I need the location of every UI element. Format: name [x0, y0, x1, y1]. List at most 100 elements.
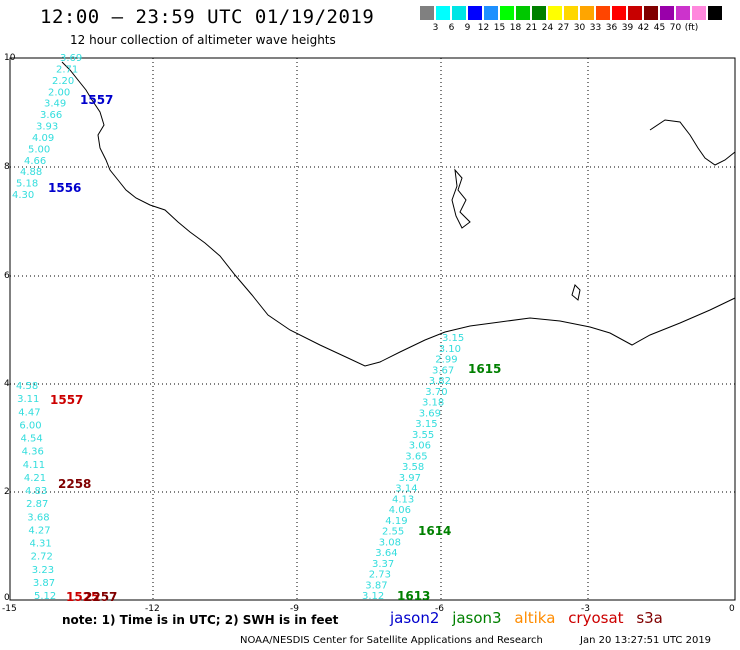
- wave-height-value: 2.55: [382, 527, 404, 538]
- svg-text:10: 10: [4, 53, 16, 63]
- pass-id-cryosat-d: 2257: [84, 590, 117, 604]
- wave-height-value: 3.15: [442, 333, 464, 344]
- northeast-coastline: [649, 119, 736, 166]
- scale-label: 24: [541, 23, 554, 33]
- scale-swatch: [436, 6, 451, 20]
- satellite-legend: jason2 jason3 altika cryosat s3a: [390, 609, 671, 627]
- svg-text:-3: -3: [581, 604, 590, 614]
- legend-s3a: s3a: [636, 609, 663, 627]
- wave-height-value: 4.09: [32, 133, 54, 144]
- generated-timestamp: Jan 20 13:27:51 UTC 2019: [580, 635, 712, 646]
- svg-text:0: 0: [4, 593, 10, 603]
- wave-height-value: 4.47: [18, 407, 40, 418]
- scale-swatch: [548, 6, 563, 20]
- wave-height-value: 4.58: [16, 381, 38, 392]
- wave-height-value: 3.14: [395, 484, 417, 495]
- scale-swatch: [580, 6, 595, 20]
- pass-id-cryosat-a: 1557: [50, 393, 83, 407]
- wave-height-value: 4.31: [30, 539, 52, 550]
- wave-height-value: 3.15: [415, 419, 437, 430]
- scale-label: 6: [448, 23, 455, 33]
- wave-height-value: 4.36: [22, 447, 44, 458]
- wave-height-value: 3.70: [425, 387, 447, 398]
- scale-swatch: [452, 6, 467, 20]
- jason2-track-values: 3.692.712.202.003.493.663.934.095.004.66…: [12, 53, 82, 201]
- wave-height-value: 4.54: [21, 434, 43, 445]
- scale-swatch: [468, 6, 483, 20]
- island-coastline: [451, 168, 471, 229]
- wave-height-value: 2.72: [31, 552, 53, 563]
- scale-label: 27: [557, 23, 570, 33]
- wave-height-value: 3.64: [375, 548, 397, 559]
- scale-label: 15: [493, 23, 506, 33]
- wave-height-value: 4.06: [389, 505, 411, 516]
- svg-text:-9: -9: [290, 604, 299, 614]
- scale-swatch: [596, 6, 611, 20]
- svg-text:8: 8: [4, 162, 10, 172]
- wave-height-value: 3.58: [402, 462, 424, 473]
- pass-id-jason3-c: 1613: [397, 589, 430, 603]
- wave-height-value: 3.93: [36, 122, 58, 133]
- wave-height-value: 4.66: [24, 156, 46, 167]
- legend-jason3: jason3: [452, 609, 502, 627]
- wave-height-value: 3.97: [399, 473, 421, 484]
- wave-height-value: 4.19: [385, 516, 407, 527]
- svg-text:6: 6: [4, 271, 10, 281]
- wave-height-value: 3.37: [372, 559, 394, 570]
- wave-height-value: 5.12: [34, 591, 56, 602]
- wave-height-value: 3.12: [362, 591, 384, 602]
- wave-height-value: 2.73: [369, 570, 391, 581]
- scale-label: 30: [573, 23, 586, 33]
- scale-swatch: [484, 6, 499, 20]
- footnote: note: 1) Time is in UTC; 2) SWH is in fe…: [62, 613, 339, 627]
- legend-cryosat: cryosat: [568, 609, 624, 627]
- page-subtitle: 12 hour collection of altimeter wave hei…: [70, 33, 336, 47]
- scale-label: 45: [653, 23, 666, 33]
- wave-height-value: 3.67: [432, 365, 454, 376]
- scale-swatch: [708, 6, 723, 20]
- scale-label: 42: [637, 23, 650, 33]
- scale-label: 18: [509, 23, 522, 33]
- svg-text:4: 4: [4, 379, 10, 389]
- svg-text:0: 0: [729, 604, 735, 614]
- scale-swatch: [420, 6, 435, 20]
- grid-lines: [10, 58, 735, 600]
- scale-label: 21: [525, 23, 538, 33]
- wave-height-value: 4.88: [20, 167, 42, 178]
- small-island: [571, 284, 581, 301]
- pass-id-jason3-a: 1615: [468, 362, 501, 376]
- pass-id-jason2-b: 1556: [48, 181, 81, 195]
- legend-altika: altika: [514, 609, 556, 627]
- pass-id-cryosat-c: 1525: [66, 590, 99, 604]
- wave-height-value: 4.27: [28, 525, 50, 536]
- wave-height-value: 3.87: [365, 580, 387, 591]
- wave-height-value: 3.18: [422, 398, 444, 409]
- coastline: [61, 61, 736, 367]
- scale-label: (ft): [684, 23, 699, 33]
- pass-id-jason2-a: 1557: [80, 93, 113, 107]
- wave-height-value: 3.69: [419, 408, 441, 419]
- wave-height-value: 4.21: [24, 473, 46, 484]
- pass-id-cryosat-b: 2258: [58, 477, 91, 491]
- wave-height-value: 4.83: [25, 486, 47, 497]
- svg-text:-6: -6: [435, 604, 444, 614]
- svg-text:2: 2: [4, 487, 10, 497]
- wave-height-value: 4.11: [23, 460, 45, 471]
- scale-label: 12: [477, 23, 490, 33]
- scale-swatch: [532, 6, 547, 20]
- wave-height-value: 2.87: [26, 499, 48, 510]
- wave-height-value: 3.11: [17, 394, 39, 405]
- scale-swatch: [516, 6, 531, 20]
- wave-height-value: 4.30: [12, 190, 34, 201]
- map-frame: [9, 57, 736, 601]
- wave-height-value: 3.08: [379, 537, 401, 548]
- y-axis-labels: 10 8 6 4 2 0: [4, 53, 16, 603]
- scale-swatch: [612, 6, 627, 20]
- wave-height-value: 3.87: [33, 578, 55, 589]
- scale-swatch: [644, 6, 659, 20]
- scale-label: 39: [621, 23, 634, 33]
- wave-height-value: 3.10: [439, 344, 461, 355]
- credit-line: NOAA/NESDIS Center for Satellite Applica…: [240, 635, 543, 646]
- wave-height-value: 5.00: [28, 144, 50, 155]
- svg-text:-12: -12: [145, 604, 160, 614]
